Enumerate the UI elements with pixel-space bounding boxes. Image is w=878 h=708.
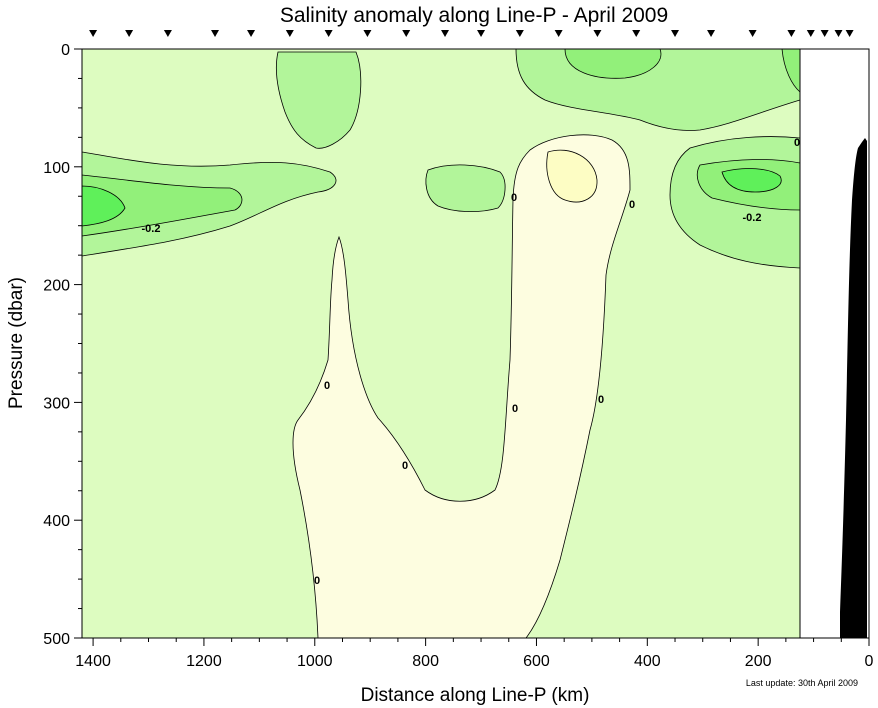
contour-label: 0 [511, 192, 517, 204]
station-marker [89, 30, 98, 37]
station-marker [554, 30, 563, 37]
contour-label: 0 [629, 199, 635, 211]
x-axis: 1400 1200 1000 800 600 400 200 0 [75, 638, 874, 670]
x-tick-label: 1000 [297, 653, 333, 670]
station-marker [593, 30, 602, 37]
y-axis-label: Pressure (dbar) [6, 277, 27, 409]
y-tick-label: 300 [43, 395, 70, 412]
contour-positive-core [546, 149, 598, 203]
x-axis-label: Distance along Line-P (km) [361, 685, 590, 706]
x-tick-label: 600 [523, 653, 550, 670]
contour-label: 0 [598, 394, 604, 406]
station-marker [247, 30, 256, 37]
station-marker [820, 30, 829, 37]
contour-label: 0 [512, 403, 518, 415]
station-marker [707, 30, 716, 37]
station-marker [748, 30, 757, 37]
contour-neg-left-core [81, 185, 126, 227]
station-marker [363, 30, 372, 37]
contour-label: 0 [314, 575, 320, 587]
contour-neg-left-mid [81, 174, 243, 237]
chart-title: Salinity anomaly along Line-P - April 20… [280, 4, 668, 27]
station-marker [632, 30, 641, 37]
station-marker [845, 30, 854, 37]
x-tick-label: 200 [745, 653, 772, 670]
station-marker [285, 30, 294, 37]
contour-neg-right-core [721, 168, 782, 193]
contour-label: 0 [794, 137, 800, 149]
contour-label: -0.2 [142, 223, 161, 235]
contour-neg-top-left [276, 51, 362, 149]
station-markers [89, 30, 854, 37]
contour-field [81, 48, 801, 639]
station-marker [834, 30, 843, 37]
station-marker [477, 30, 486, 37]
contour-label: 0 [402, 460, 408, 472]
x-tick-label: 1400 [75, 653, 111, 670]
station-marker [211, 30, 220, 37]
station-marker [125, 30, 134, 37]
y-tick-label: 500 [43, 631, 70, 648]
y-tick-label: 100 [43, 160, 70, 177]
station-marker [806, 30, 815, 37]
bathymetry [840, 138, 867, 638]
y-tick-label: 200 [43, 278, 70, 295]
contour-neg-mid [425, 164, 506, 212]
y-tick-label: 0 [61, 42, 70, 59]
contour-label: 0 [324, 380, 330, 392]
contour-labels: -0.2 -0.2 0 0 0 0 0 0 0 0 [142, 137, 801, 587]
station-marker [515, 30, 524, 37]
x-tick-label: 1200 [186, 653, 222, 670]
y-tick-label: 400 [43, 513, 70, 530]
contour-label: -0.2 [743, 212, 762, 224]
contour-zero-region [292, 134, 631, 639]
x-tick-label: 800 [412, 653, 439, 670]
station-marker [441, 30, 450, 37]
station-marker [324, 30, 333, 37]
station-marker [787, 30, 796, 37]
x-tick-label: 400 [634, 653, 661, 670]
station-marker [671, 30, 680, 37]
contour-neg-top-right-inner [564, 48, 662, 79]
station-marker [163, 30, 172, 37]
y-axis: 0 100 200 300 400 500 [43, 42, 82, 648]
last-update-note: Last update: 30th April 2009 [746, 678, 858, 688]
x-tick-label: 0 [865, 653, 874, 670]
station-marker [402, 30, 411, 37]
